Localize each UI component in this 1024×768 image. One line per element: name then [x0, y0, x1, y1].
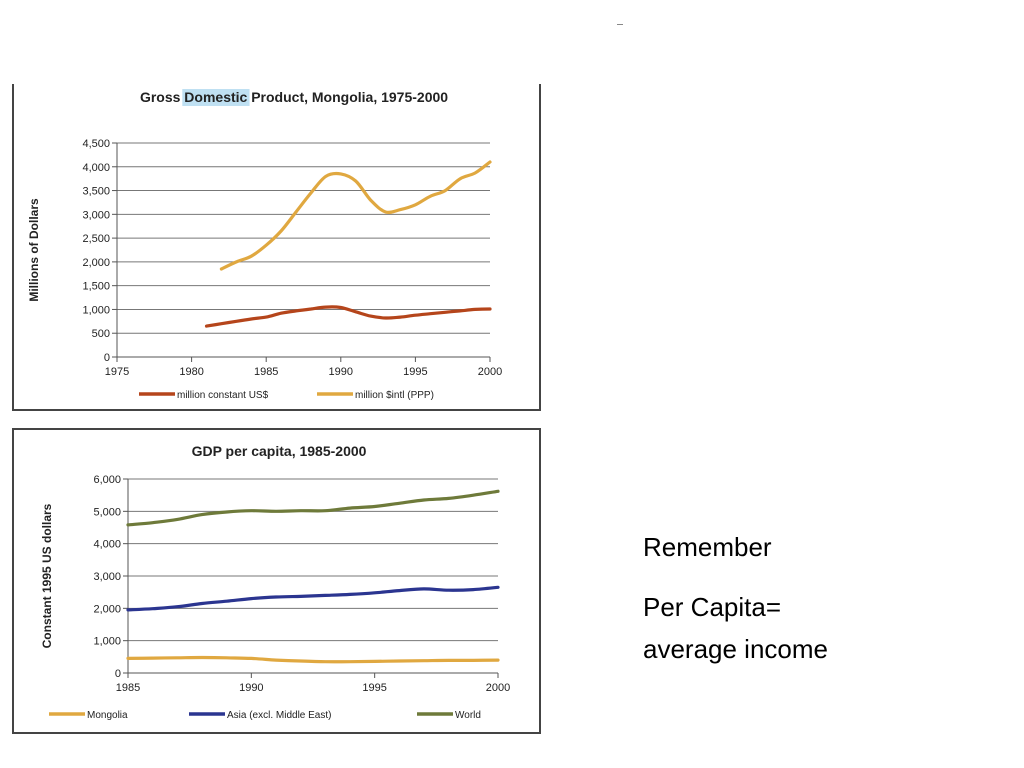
y-tick-label: 4,000 — [82, 162, 110, 174]
series-line-0 — [204, 305, 492, 328]
decorative-dash — [617, 24, 623, 25]
legend-label-0: Mongolia — [87, 710, 128, 721]
y-tick-label: 2,000 — [82, 257, 110, 269]
legend-label-1: million $intl (PPP) — [355, 390, 434, 401]
chart-title-part: Gross — [140, 89, 184, 105]
note-title: Remember — [643, 532, 772, 562]
series-line-1 — [126, 585, 500, 612]
y-tick-label: 0 — [104, 352, 110, 364]
chart-title-part: Product, Mongolia, 1975-2000 — [247, 89, 448, 105]
chart-title: GDP per capita, 1985-2000 — [192, 443, 367, 459]
y-tick-label: 2,000 — [93, 603, 121, 615]
y-tick-label: 1,000 — [82, 304, 110, 316]
y-tick-label: 2,500 — [82, 233, 110, 245]
gdp-per-capita-chart: GDP per capita, 1985-2000 Constant 1995 U… — [12, 428, 541, 734]
title-highlight-box — [182, 89, 250, 106]
note-line-1: Per Capita= — [643, 592, 782, 622]
y-tick-label: 1,000 — [93, 636, 121, 648]
y-axis-label: Millions of Dollars — [27, 198, 41, 302]
y-tick-label: 500 — [92, 328, 110, 340]
y-tick-label: 0 — [115, 668, 121, 680]
x-tick-label: 1995 — [403, 366, 427, 378]
x-tick-label: 1985 — [254, 366, 278, 378]
x-tick-label: 1995 — [362, 682, 386, 694]
gdp-per-capita-chart-svg: GDP per capita, 1985-2000 Constant 1995 U… — [40, 443, 510, 721]
x-tick-label: 1985 — [116, 682, 140, 694]
series-line-2 — [126, 489, 500, 527]
x-tick-label: 1990 — [329, 366, 353, 378]
y-tick-label: 3,500 — [82, 186, 110, 198]
y-tick-label: 5,000 — [93, 506, 121, 518]
x-tick-label: 1980 — [179, 366, 203, 378]
x-tick-label: 2000 — [486, 682, 510, 694]
series-line-1 — [219, 160, 492, 271]
y-tick-label: 3,000 — [93, 571, 121, 583]
x-tick-label: 1990 — [239, 682, 263, 694]
y-tick-label: 6,000 — [93, 474, 121, 486]
note-line-2: average income — [643, 634, 828, 664]
y-tick-label: 4,000 — [93, 539, 121, 551]
y-tick-label: 4,500 — [82, 138, 110, 150]
y-tick-label: 1,500 — [82, 281, 110, 293]
y-axis-label: Constant 1995 US dollars — [40, 503, 54, 648]
chart-title-highlight: Domestic — [184, 89, 247, 105]
legend-label-0: million constant US$ — [177, 390, 269, 401]
legend-label-2: World — [455, 710, 481, 721]
x-tick-label: 2000 — [478, 366, 502, 378]
series-line-0 — [126, 655, 500, 664]
x-tick-label: 1975 — [105, 366, 129, 378]
legend-label-1: Asia (excl. Middle East) — [227, 710, 331, 721]
gdp-mongolia-chart-svg: Gross Domestic Product, Mongolia, 1975-2… — [27, 89, 502, 401]
gdp-mongolia-chart: Gross Domestic Product, Mongolia, 1975-2… — [12, 84, 541, 411]
y-tick-label: 3,000 — [82, 209, 110, 221]
chart-title: Gross Domestic Product, Mongolia, 1975-2… — [140, 89, 448, 105]
